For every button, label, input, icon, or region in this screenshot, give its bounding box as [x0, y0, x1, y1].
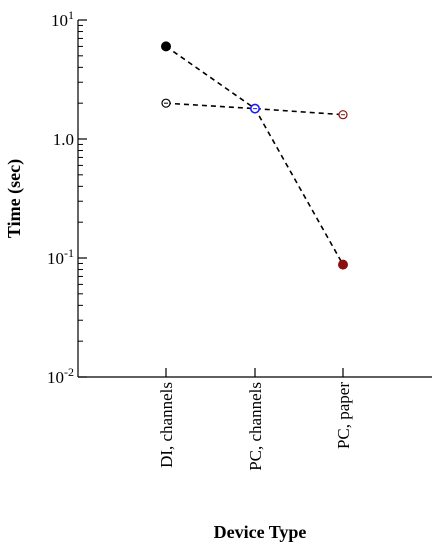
x-axis-title: Device Type	[214, 522, 307, 542]
y-tick-label: 1.0	[53, 130, 74, 149]
y-tick-label: 10-2	[47, 365, 74, 387]
series-line	[165, 45, 344, 265]
x-ticks: DI, channels PC, channels PC, paper	[157, 368, 353, 471]
series-lines	[165, 45, 344, 265]
x-category-label: PC, paper	[334, 382, 353, 449]
x-category-label: PC, channels	[246, 382, 265, 471]
y-tick-label: 101	[51, 8, 74, 30]
data-point-filled	[338, 259, 348, 270]
x-category-label: DI, channels	[157, 382, 176, 468]
data-point-filled	[161, 41, 171, 52]
series-points	[161, 41, 348, 270]
plot-area	[77, 20, 432, 378]
series-line	[165, 102, 344, 116]
y-ticks: 101 1.0 10-1 10-2	[47, 8, 87, 387]
y-axis-title: Time (sec)	[4, 159, 25, 238]
y-tick-label: 10-1	[47, 246, 74, 268]
